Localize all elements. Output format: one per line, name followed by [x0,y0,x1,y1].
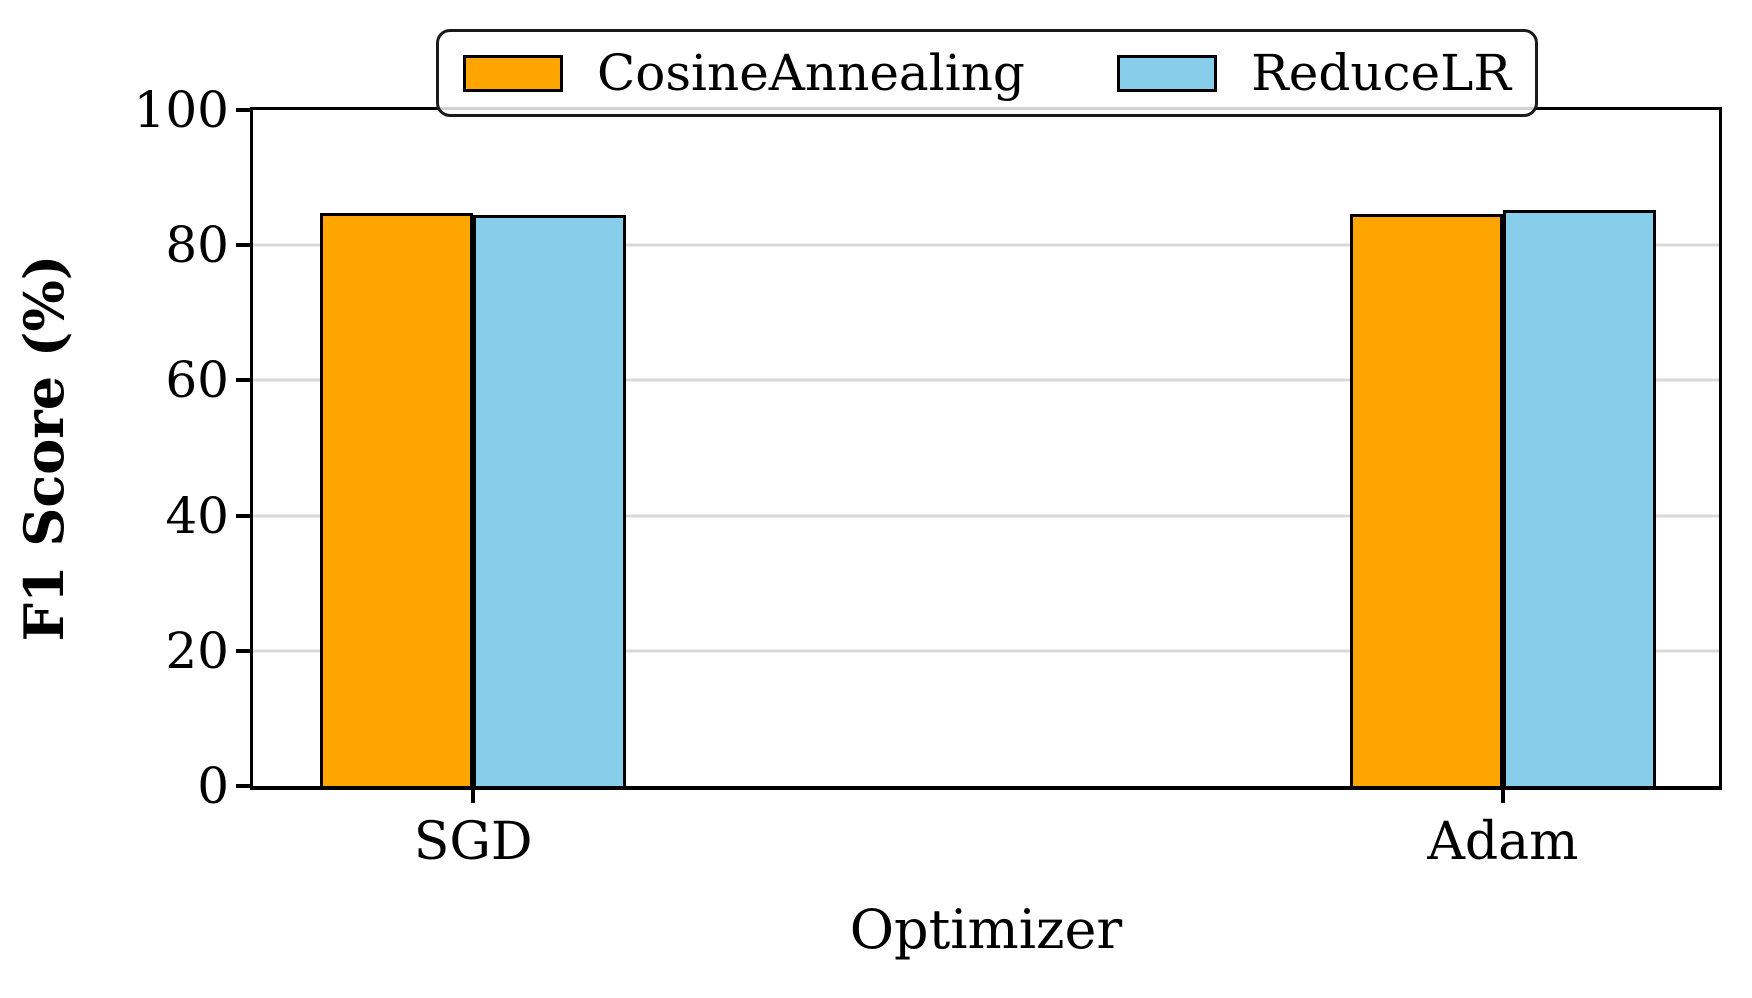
legend-label-cosineannealing: CosineAnnealing [597,44,1025,102]
ytick-label-100: 100 [133,81,229,139]
ytick-label-40: 40 [165,486,229,545]
gridline-y-80 [253,243,1719,247]
ytick-mark-20 [236,648,250,653]
xtick-label-sgd: SGD [413,812,533,872]
legend-swatch-reducelr [1117,54,1218,92]
x-axis-title: Optimizer [849,898,1123,961]
legend-entry-cosineannealing: CosineAnnealing [463,48,1025,98]
bar-adam-cosineannealing [1349,214,1503,786]
ytick-label-0: 0 [197,757,229,815]
ytick-label-60: 60 [165,351,229,410]
legend-swatch-cosineannealing [463,54,563,92]
bar-sgd-cosineannealing [320,212,474,786]
legend-entry-reducelr: ReduceLR [1117,48,1511,98]
ytick-label-80: 80 [165,216,229,275]
xtick-mark-adam [1500,790,1505,803]
ytick-mark-40 [236,513,250,518]
xtick-mark-sgd [471,790,476,803]
gridline-y-20 [253,649,1719,653]
ytick-label-20: 20 [165,621,229,680]
gridline-y-40 [253,514,1719,518]
bar-sgd-reducelr [473,215,627,786]
xtick-label-adam: Adam [1427,812,1579,872]
ytick-mark-60 [236,378,250,383]
bar-adam-reducelr [1502,210,1656,786]
plot-area: SGD Adam 0 20 40 60 80 100 [134,85,1722,868]
legend-label-reducelr: ReduceLR [1251,44,1511,102]
ytick-mark-80 [236,243,250,248]
ytick-mark-0 [236,784,250,788]
y-axis-title: F1 Score (%) [12,254,76,642]
ytick-mark-100 [236,108,250,112]
gridline-y-60 [253,378,1719,382]
chart-legend: CosineAnnealing ReduceLR [436,29,1538,117]
